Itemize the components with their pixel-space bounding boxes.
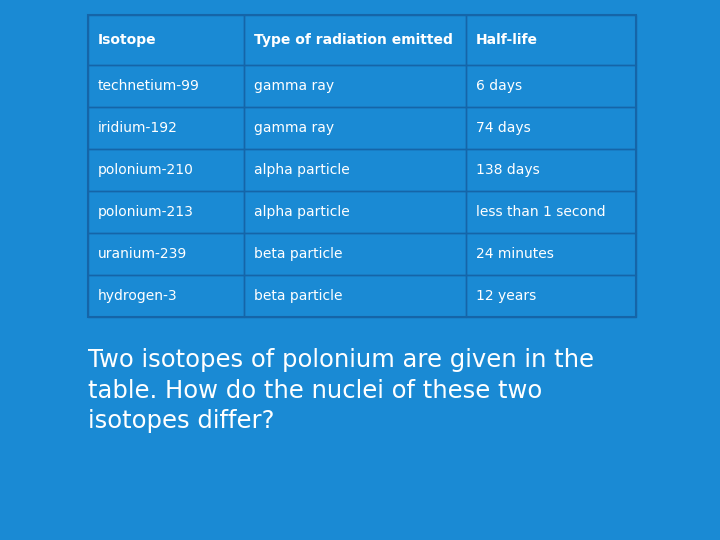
Bar <box>244 65 466 107</box>
Bar <box>88 15 244 65</box>
Bar <box>466 65 636 107</box>
Bar <box>88 15 636 317</box>
Text: beta particle: beta particle <box>254 247 343 261</box>
Text: beta particle: beta particle <box>254 289 343 303</box>
Text: 138 days: 138 days <box>476 163 540 177</box>
Text: polonium-213: polonium-213 <box>98 205 194 219</box>
Bar <box>244 191 466 233</box>
Bar <box>466 107 636 149</box>
Text: alpha particle: alpha particle <box>254 163 350 177</box>
Text: 24 minutes: 24 minutes <box>476 247 554 261</box>
Text: Half-life: Half-life <box>476 33 538 47</box>
Text: alpha particle: alpha particle <box>254 205 350 219</box>
Bar <box>88 65 244 107</box>
Bar <box>88 107 244 149</box>
Text: gamma ray: gamma ray <box>254 79 334 93</box>
Text: gamma ray: gamma ray <box>254 121 334 135</box>
Bar <box>466 149 636 191</box>
Bar <box>244 107 466 149</box>
Bar <box>466 15 636 65</box>
Bar <box>244 233 466 275</box>
Text: Isotope: Isotope <box>98 33 157 47</box>
Text: polonium-210: polonium-210 <box>98 163 194 177</box>
Text: less than 1 second: less than 1 second <box>476 205 606 219</box>
Bar <box>466 233 636 275</box>
Text: uranium-239: uranium-239 <box>98 247 187 261</box>
Bar <box>466 275 636 317</box>
Text: 12 years: 12 years <box>476 289 536 303</box>
Bar <box>244 15 466 65</box>
Bar <box>466 191 636 233</box>
Bar <box>244 149 466 191</box>
Bar <box>244 275 466 317</box>
Text: iridium-192: iridium-192 <box>98 121 178 135</box>
Bar <box>88 233 244 275</box>
Text: technetium-99: technetium-99 <box>98 79 200 93</box>
Text: 74 days: 74 days <box>476 121 531 135</box>
Text: Two isotopes of polonium are given in the
table. How do the nuclei of these two
: Two isotopes of polonium are given in th… <box>88 348 594 433</box>
Text: Type of radiation emitted: Type of radiation emitted <box>254 33 453 47</box>
Bar <box>88 191 244 233</box>
Text: hydrogen-3: hydrogen-3 <box>98 289 178 303</box>
Text: 6 days: 6 days <box>476 79 522 93</box>
Bar <box>88 275 244 317</box>
Bar <box>88 149 244 191</box>
